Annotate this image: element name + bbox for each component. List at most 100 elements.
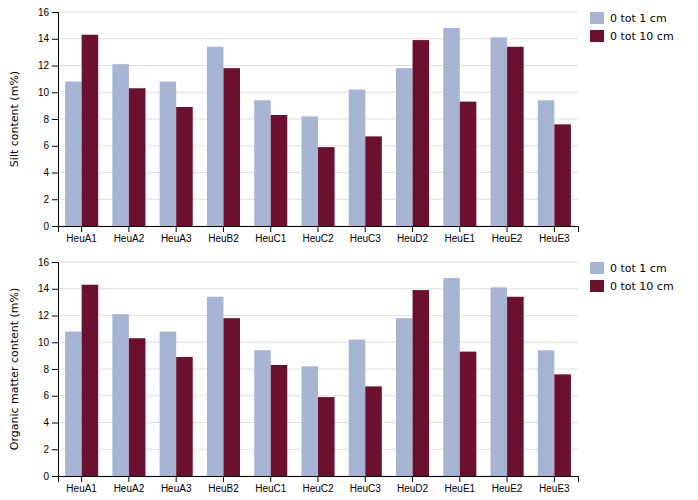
x-tick-label: HeuC3: [350, 233, 382, 244]
y-tick-label: 10: [38, 337, 50, 348]
x-tick-label: HeuA2: [114, 233, 145, 244]
x-tick: HeuC3: [350, 476, 382, 494]
figure: 0246810121416HeuA1HeuA2HeuA3HeuB2HeuC1He…: [0, 0, 698, 500]
bar: [207, 47, 224, 226]
y-tick-mark: [52, 66, 58, 67]
bar: [365, 136, 382, 226]
bar: [176, 357, 193, 476]
x-tick-label: HeuC2: [302, 483, 334, 494]
legend-swatch: [590, 262, 604, 274]
x-axis: HeuA1 HeuA2 HeuA3 HeuB2 HeuC1 HeuC2 HeuC3 HeuD2…: [59, 476, 579, 494]
x-tick-label: HeuE3: [539, 483, 570, 494]
x-tick: HeuE2: [492, 476, 523, 494]
x-tick-mark: [176, 476, 177, 482]
x-axis-line: [59, 227, 579, 233]
bars: [65, 278, 571, 476]
y-axis-title: Silt content (m%): [8, 71, 21, 167]
y-axis-line: [52, 263, 59, 477]
x-tick-label: HeuA3: [161, 483, 192, 494]
x-tick: HeuE3: [539, 226, 570, 244]
x-tick: HeuA1: [66, 226, 97, 244]
y-tick-label: 16: [38, 7, 50, 18]
x-tick-mark: [81, 226, 82, 232]
x-tick: HeuA2: [114, 226, 145, 244]
bar: [254, 100, 271, 226]
bar: [223, 318, 240, 476]
legend-swatch: [590, 280, 604, 292]
bar: [554, 124, 571, 226]
y-tick-label: 14: [38, 283, 50, 294]
y-tick-label: 16: [38, 257, 50, 268]
x-tick: HeuD2: [397, 476, 429, 494]
bar: [112, 64, 129, 226]
y-axis-line: [52, 13, 59, 227]
legend-item: 0 tot 1 cm: [590, 12, 667, 25]
bar: [349, 90, 366, 226]
x-tick-label: HeuB2: [208, 483, 239, 494]
panel: 0246810121416HeuA1HeuA2HeuA3HeuB2HeuC1He…: [8, 257, 674, 494]
x-tick: HeuA3: [161, 226, 192, 244]
bar: [271, 365, 288, 476]
y-tick: 0: [43, 471, 58, 482]
x-tick-label: HeuE3: [539, 233, 570, 244]
y-tick-mark: [52, 476, 58, 477]
bar: [538, 100, 555, 226]
y-tick-mark: [52, 316, 58, 317]
y-tick: 4: [43, 417, 58, 428]
x-tick-label: HeuA1: [66, 233, 97, 244]
legend-label: 0 tot 1 cm: [610, 12, 667, 25]
x-tick: HeuC1: [255, 476, 287, 494]
x-tick-mark: [412, 476, 413, 482]
x-tick-mark: [365, 226, 366, 232]
grid: [58, 12, 578, 226]
x-tick-mark: [270, 476, 271, 482]
y-tick: 12: [38, 60, 58, 71]
y-tick-label: 4: [43, 417, 49, 428]
x-tick: HeuE1: [445, 226, 476, 244]
y-tick-label: 2: [43, 194, 49, 205]
y-tick: 14: [38, 283, 58, 294]
legend-swatch: [590, 30, 604, 42]
legend-swatch: [590, 12, 604, 24]
grid-line: [58, 12, 578, 13]
legend-label: 0 tot 10 cm: [610, 280, 674, 293]
x-tick-mark: [223, 226, 224, 232]
bar: [129, 338, 146, 476]
y-tick: 8: [43, 364, 58, 375]
bar: [112, 314, 129, 476]
bar: [349, 340, 366, 476]
bar: [318, 147, 335, 226]
bar: [82, 35, 99, 226]
bar: [82, 285, 99, 476]
y-tick: 16: [38, 7, 58, 18]
bar: [65, 332, 82, 476]
y-tick-label: 12: [38, 60, 50, 71]
bar: [207, 297, 224, 476]
x-tick-mark: [412, 226, 413, 232]
y-tick-mark: [52, 39, 58, 40]
x-tick: HeuE1: [445, 476, 476, 494]
x-tick-label: HeuC3: [350, 483, 382, 494]
y-tick: 12: [38, 310, 58, 321]
y-tick-mark: [52, 423, 58, 424]
x-tick-label: HeuA2: [114, 483, 145, 494]
y-tick-mark: [52, 262, 58, 263]
x-tick: HeuA2: [114, 476, 145, 494]
x-axis-line: [59, 477, 579, 483]
bars: [65, 28, 571, 226]
y-axis-title: Organic matter content (m%): [8, 288, 21, 451]
y-tick-mark: [52, 369, 58, 370]
bar: [271, 115, 288, 226]
x-tick-mark: [128, 226, 129, 232]
y-tick-mark: [52, 119, 58, 120]
x-tick-mark: [507, 226, 508, 232]
x-tick-mark: [223, 476, 224, 482]
bar: [413, 40, 430, 226]
legend: 0 tot 1 cm0 tot 10 cm: [590, 12, 674, 43]
x-tick-label: HeuC1: [255, 233, 287, 244]
y-tick-mark: [52, 396, 58, 397]
bar: [318, 397, 335, 476]
x-tick: HeuA1: [66, 476, 97, 494]
legend-item: 0 tot 10 cm: [590, 280, 674, 293]
bar: [507, 47, 524, 226]
